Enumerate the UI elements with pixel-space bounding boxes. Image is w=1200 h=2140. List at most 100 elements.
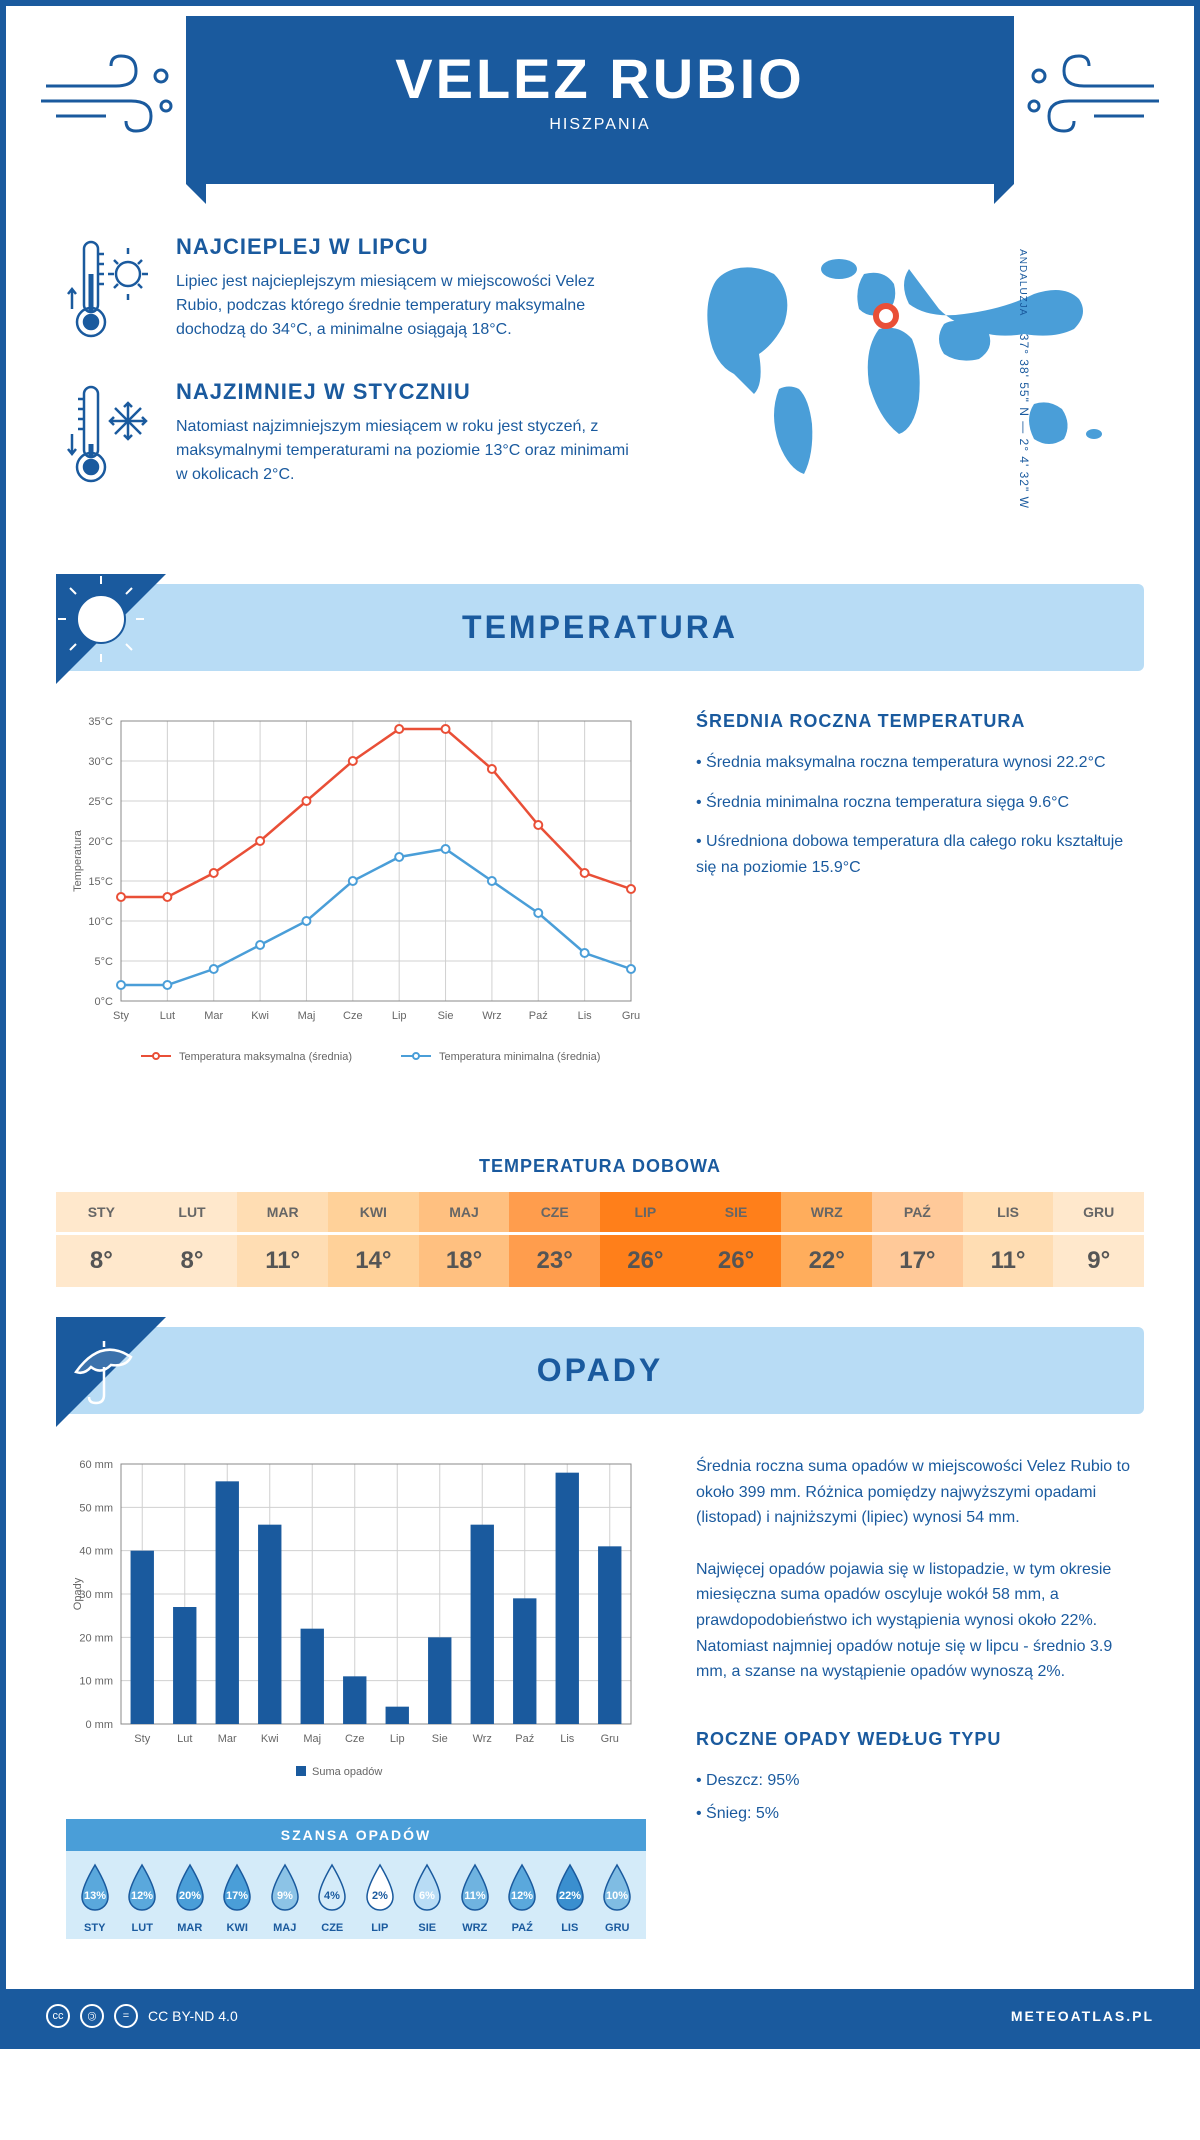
- raindrop-icon: 13%: [74, 1861, 116, 1913]
- raindrop-icon: 11%: [454, 1861, 496, 1913]
- daily-month-label: GRU: [1053, 1204, 1144, 1235]
- daily-temp-table: STY8°LUT8°MAR11°KWI14°MAJ18°CZE23°LIP26°…: [56, 1192, 1144, 1287]
- coordinates: ANDALUZJA 37° 38' 55" N — 2° 4' 32" W: [1017, 249, 1031, 509]
- svg-text:Sie: Sie: [432, 1733, 448, 1745]
- precip-chance-cell: 12% LUT: [119, 1861, 167, 1934]
- by-icon: 🄯: [80, 2004, 104, 2028]
- daily-month-label: SIE: [691, 1204, 782, 1235]
- chance-month-label: LIS: [546, 1922, 594, 1934]
- daily-temp-value: 9°: [1053, 1235, 1144, 1275]
- raindrop-icon: 2%: [359, 1861, 401, 1913]
- raindrop-icon: 9%: [264, 1861, 306, 1913]
- svg-text:20%: 20%: [179, 1890, 201, 1902]
- wind-icon-left: [36, 46, 176, 146]
- svg-text:15°C: 15°C: [88, 876, 113, 888]
- daily-month-label: KWI: [328, 1204, 419, 1235]
- svg-text:50 mm: 50 mm: [79, 1502, 113, 1514]
- temperature-line-chart: 0°C5°C10°C15°C20°C25°C30°C35°CStyLutMarK…: [66, 711, 646, 1091]
- daily-month-label: MAR: [237, 1204, 328, 1235]
- svg-text:Lut: Lut: [160, 1010, 175, 1022]
- chance-month-label: STY: [71, 1922, 119, 1934]
- svg-text:Lip: Lip: [390, 1733, 405, 1745]
- chance-month-label: CZE: [309, 1922, 357, 1934]
- svg-text:20°C: 20°C: [88, 836, 113, 848]
- chance-month-label: LUT: [119, 1922, 167, 1934]
- chance-month-label: MAR: [166, 1922, 214, 1934]
- svg-text:Temperatura maksymalna (średni: Temperatura maksymalna (średnia): [179, 1051, 352, 1063]
- temp-summary-heading: ŚREDNIA ROCZNA TEMPERATURA: [696, 711, 1134, 732]
- license-label: CC BY-ND 4.0: [148, 2008, 238, 2024]
- daily-temp-value: 8°: [56, 1235, 147, 1275]
- chance-month-label: WRZ: [451, 1922, 499, 1934]
- hottest-block: NAJCIEPLEJ W LIPCU Lipiec jest najcieple…: [66, 234, 644, 344]
- daily-temp-cell: LIS11°: [963, 1192, 1054, 1287]
- svg-text:13%: 13%: [84, 1890, 106, 1902]
- svg-text:Kwi: Kwi: [251, 1010, 269, 1022]
- daily-temp-heading: TEMPERATURA DOBOWA: [6, 1156, 1194, 1177]
- precip-chance-cell: 11% WRZ: [451, 1861, 499, 1934]
- svg-text:11%: 11%: [464, 1890, 486, 1902]
- svg-text:Paź: Paź: [515, 1733, 534, 1745]
- svg-text:Maj: Maj: [303, 1733, 321, 1745]
- svg-text:Lip: Lip: [392, 1010, 407, 1022]
- precip-chance-cell: 9% MAJ: [261, 1861, 309, 1934]
- svg-text:35°C: 35°C: [88, 716, 113, 728]
- daily-temp-cell: MAJ18°: [419, 1192, 510, 1287]
- svg-text:12%: 12%: [511, 1890, 533, 1902]
- daily-temp-value: 26°: [600, 1235, 691, 1275]
- daily-month-label: STY: [56, 1204, 147, 1235]
- daily-temp-cell: MAR11°: [237, 1192, 328, 1287]
- temp-bullet: • Średnia maksymalna roczna temperatura …: [696, 750, 1134, 776]
- svg-text:9%: 9%: [277, 1890, 293, 1902]
- daily-temp-cell: PAŹ17°: [872, 1192, 963, 1287]
- chance-month-label: GRU: [594, 1922, 642, 1934]
- footer-site: METEOATLAS.PL: [1011, 2008, 1154, 2024]
- svg-text:Cze: Cze: [345, 1733, 365, 1745]
- precip-text-1: Średnia roczna suma opadów w miejscowośc…: [696, 1454, 1134, 1531]
- daily-temp-cell: LUT8°: [147, 1192, 238, 1287]
- svg-text:6%: 6%: [419, 1890, 435, 1902]
- daily-temp-value: 22°: [781, 1235, 872, 1275]
- map-wrap: ANDALUZJA 37° 38' 55" N — 2° 4' 32" W: [684, 234, 1134, 524]
- svg-text:2%: 2%: [372, 1890, 388, 1902]
- precip-chance-table: SZANSA OPADÓW 13% STY 12% LUT 20% MAR 17…: [66, 1819, 646, 1939]
- daily-temp-cell: SIE26°: [691, 1192, 782, 1287]
- svg-text:12%: 12%: [131, 1890, 153, 1902]
- svg-text:Temperatura minimalna (średnia: Temperatura minimalna (średnia): [439, 1051, 600, 1063]
- chance-month-label: PAŹ: [499, 1922, 547, 1934]
- chance-month-label: SIE: [404, 1922, 452, 1934]
- daily-temp-cell: WRZ22°: [781, 1192, 872, 1287]
- svg-text:0°C: 0°C: [95, 996, 114, 1008]
- page-container: VELEZ RUBIO HISZPANIA: [0, 0, 1200, 2049]
- svg-text:25°C: 25°C: [88, 796, 113, 808]
- svg-text:0 mm: 0 mm: [86, 1719, 114, 1731]
- hottest-heading: NAJCIEPLEJ W LIPCU: [176, 234, 644, 260]
- precipitation-banner-label: OPADY: [537, 1352, 663, 1388]
- svg-text:40 mm: 40 mm: [79, 1546, 113, 1558]
- svg-text:10 mm: 10 mm: [79, 1676, 113, 1688]
- daily-month-label: LUT: [147, 1204, 238, 1235]
- precip-chance-cell: 2% LIP: [356, 1861, 404, 1934]
- precip-type-rain: • Deszcz: 95%: [696, 1768, 1134, 1794]
- daily-temp-value: 14°: [328, 1235, 419, 1275]
- raindrop-icon: 4%: [311, 1861, 353, 1913]
- umbrella-icon: [56, 1317, 166, 1427]
- svg-text:Kwi: Kwi: [261, 1733, 279, 1745]
- svg-text:30°C: 30°C: [88, 756, 113, 768]
- precip-text-2: Najwięcej opadów pojawia się w listopadz…: [696, 1557, 1134, 1685]
- svg-text:Mar: Mar: [218, 1733, 237, 1745]
- chance-month-label: KWI: [214, 1922, 262, 1934]
- temperature-content: 0°C5°C10°C15°C20°C25°C30°C35°CStyLutMarK…: [6, 711, 1194, 1126]
- svg-text:Gru: Gru: [601, 1733, 619, 1745]
- daily-temp-cell: KWI14°: [328, 1192, 419, 1287]
- raindrop-icon: 10%: [596, 1861, 638, 1913]
- svg-text:Lis: Lis: [560, 1733, 575, 1745]
- raindrop-icon: 12%: [501, 1861, 543, 1913]
- raindrop-icon: 17%: [216, 1861, 258, 1913]
- world-map-icon: [684, 234, 1134, 494]
- coldest-block: NAJZIMNIEJ W STYCZNIU Natomiast najzimni…: [66, 379, 644, 489]
- daily-month-label: LIP: [600, 1204, 691, 1235]
- temperature-chart-col: 0°C5°C10°C15°C20°C25°C30°C35°CStyLutMarK…: [66, 711, 646, 1096]
- daily-temp-value: 11°: [237, 1235, 328, 1275]
- svg-text:Sie: Sie: [438, 1010, 454, 1022]
